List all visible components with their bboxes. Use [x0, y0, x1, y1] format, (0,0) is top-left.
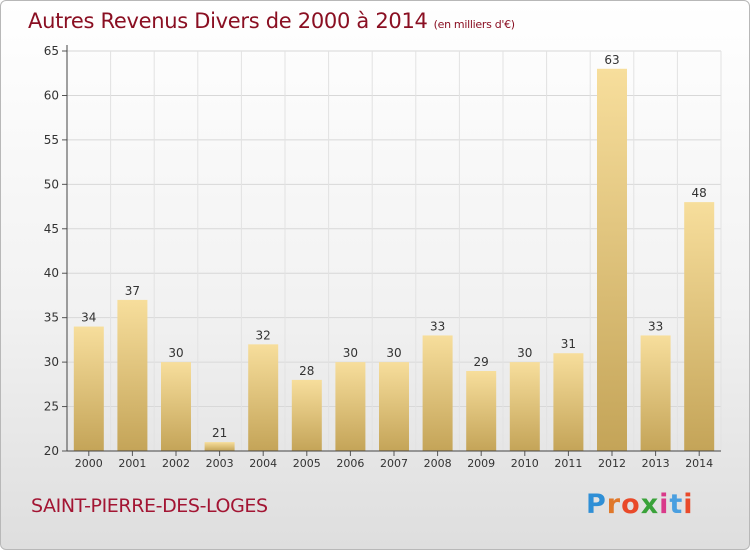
y-tick-label: 35 — [44, 311, 59, 325]
x-tick-label: 2000 — [75, 457, 103, 470]
bar — [422, 335, 453, 451]
y-tick-label: 60 — [44, 88, 59, 102]
y-tick-label: 45 — [44, 222, 59, 236]
axis-layer: 20 25 30 35 40 45 50 55 60 65 2000 2001 2002 2003 2004… — [44, 44, 721, 470]
x-tick-label: 2007 — [380, 457, 408, 470]
y-tick-label: 30 — [44, 355, 59, 369]
bar-value-label: 29 — [474, 355, 489, 369]
x-tick-label: 2011 — [554, 457, 582, 470]
bar-value-label: 32 — [256, 328, 271, 342]
chart-subtitle: (en milliers d'€) — [433, 18, 515, 31]
bar-value-label: 30 — [386, 346, 401, 360]
x-tick-label: 2009 — [467, 457, 495, 470]
commune-name: SAINT-PIERRE-DES-LOGES — [31, 495, 268, 517]
bar — [553, 353, 584, 451]
bar — [379, 362, 409, 451]
bar — [640, 335, 671, 451]
bar-value-label: 63 — [604, 53, 619, 67]
bar — [248, 344, 279, 451]
x-tick-label: 2002 — [162, 457, 190, 470]
bar-value-label: 28 — [299, 364, 314, 378]
y-tick-label: 20 — [44, 444, 59, 458]
bar-value-label: 33 — [430, 319, 445, 333]
bar-value-label: 30 — [168, 346, 183, 360]
x-tick-label: 2008 — [424, 457, 452, 470]
bar — [117, 299, 148, 451]
x-tick-label: 2012 — [598, 457, 626, 470]
bar — [684, 202, 715, 451]
y-tick-label: 65 — [44, 44, 59, 58]
bar-value-label: 48 — [692, 186, 707, 200]
bar-value-label: 30 — [517, 346, 532, 360]
y-tick-label: 40 — [44, 266, 59, 280]
bar-value-label: 34 — [81, 311, 96, 325]
x-tick-label: 2013 — [642, 457, 670, 470]
x-tick-label: 2001 — [118, 457, 146, 470]
y-tick-label: 25 — [44, 400, 59, 414]
bar-value-label: 33 — [648, 319, 663, 333]
x-tick-label: 2004 — [249, 457, 277, 470]
x-tick-label: 2003 — [206, 457, 234, 470]
bar-value-label: 21 — [212, 426, 227, 440]
x-tick-label: 2006 — [336, 457, 364, 470]
x-tick-label: 2014 — [685, 457, 713, 470]
y-tick-label: 50 — [44, 177, 59, 191]
bar — [509, 362, 540, 451]
chart-title-text: Autres Revenus Divers de 2000 à 2014 — [28, 9, 428, 33]
chart-title: Autres Revenus Divers de 2000 à 2014 (en … — [28, 9, 515, 33]
bar — [73, 326, 104, 451]
bar — [597, 68, 627, 452]
bar — [204, 442, 235, 451]
bar-layer: 34 37 30 21 32 28 30 30 33 29 30 31 63 33 48 — [73, 53, 715, 452]
bar-value-label: 30 — [343, 346, 358, 360]
bar — [335, 362, 366, 451]
bar-value-label: 31 — [561, 337, 576, 351]
proxiti-logo[interactable]: Proxiti — [586, 489, 694, 520]
x-tick-label: 2010 — [511, 457, 539, 470]
bar-value-label: 37 — [125, 284, 140, 298]
x-tick-label: 2005 — [293, 457, 321, 470]
bar — [466, 371, 497, 451]
bar — [161, 362, 191, 451]
bar — [291, 379, 322, 451]
y-tick-label: 55 — [44, 133, 59, 147]
